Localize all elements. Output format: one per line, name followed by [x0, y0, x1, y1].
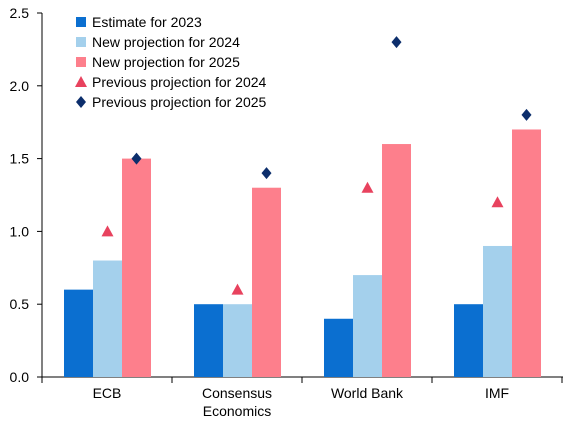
- bar: [324, 318, 353, 377]
- y-tick-label: 2.0: [10, 78, 30, 94]
- markers: [101, 36, 532, 295]
- marker-triangle: [361, 181, 374, 193]
- marker-diamond: [521, 108, 532, 121]
- bar: [353, 275, 382, 377]
- bar: [194, 304, 223, 377]
- marker-diamond: [261, 167, 272, 180]
- bar: [93, 260, 122, 377]
- category-label-line: IMF: [485, 385, 509, 401]
- category-label-line: Economics: [203, 403, 271, 419]
- legend-label: New projection for 2025: [92, 54, 240, 70]
- legend-label: Previous projection for 2025: [92, 94, 267, 110]
- category-label: World Bank: [331, 385, 404, 401]
- bar: [223, 304, 252, 377]
- legend-label: New projection for 2024: [92, 34, 240, 50]
- category-label-line: ECB: [93, 385, 122, 401]
- legend-swatch: [76, 57, 86, 67]
- legend-label: Estimate for 2023: [92, 14, 202, 30]
- y-tick-label: 2.5: [10, 5, 30, 21]
- y-tick-label: 0.5: [10, 296, 30, 312]
- category-label: IMF: [485, 385, 509, 401]
- marker-diamond: [391, 36, 402, 49]
- bar: [252, 187, 281, 377]
- bar: [122, 158, 151, 377]
- marker-triangle: [231, 283, 244, 295]
- bar: [454, 304, 483, 377]
- marker-triangle: [101, 225, 114, 237]
- bar: [382, 144, 411, 377]
- category-label: Consensus Economics: [202, 385, 272, 419]
- marker-triangle: [491, 196, 504, 208]
- legend-triangle: [75, 76, 87, 87]
- legend-swatch: [76, 17, 86, 27]
- category-label-line: Consensus: [202, 385, 272, 401]
- category-label: ECB: [93, 385, 122, 401]
- bars: [64, 129, 541, 377]
- legend-label: Previous projection for 2024: [92, 74, 267, 90]
- bar: [64, 289, 93, 377]
- y-tick-label: 0.0: [10, 369, 30, 385]
- legend: Estimate for 2023 New projection for 2024…: [75, 14, 267, 110]
- y-axis: 0.0 0.5 1.0 1.5 2.0 2.5: [10, 5, 43, 385]
- marker-diamond: [131, 152, 142, 165]
- legend-swatch: [76, 37, 86, 47]
- legend-diamond: [76, 96, 86, 108]
- bar: [512, 129, 541, 377]
- y-tick-label: 1.5: [10, 151, 30, 167]
- bar: [483, 245, 512, 377]
- x-axis: ECB Consensus Economics World Bank IMF: [41, 376, 563, 419]
- y-tick-label: 1.0: [10, 223, 30, 239]
- category-label-line: World Bank: [331, 385, 404, 401]
